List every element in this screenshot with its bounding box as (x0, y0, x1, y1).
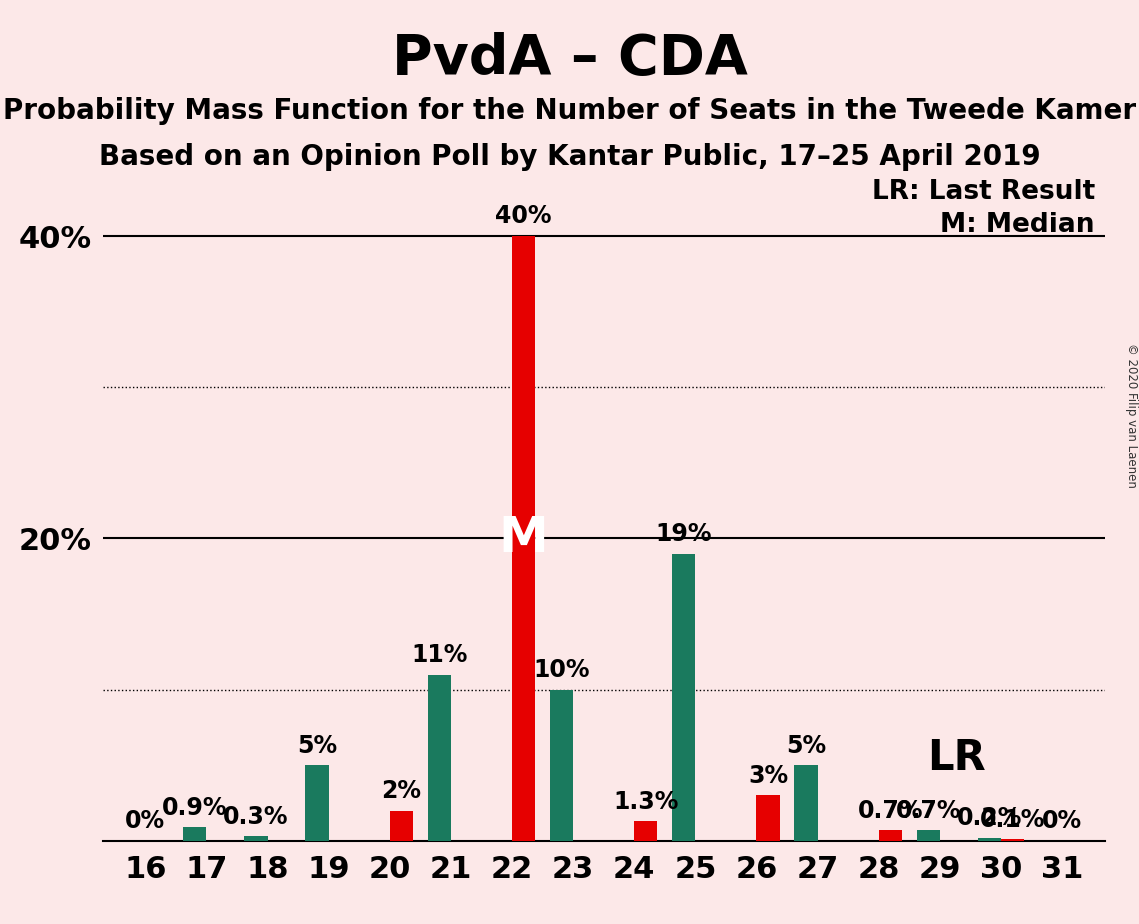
Text: 0.2%: 0.2% (957, 807, 1022, 831)
Bar (183, 827, 206, 841)
Bar (427, 675, 451, 841)
Text: 2%: 2% (382, 779, 421, 803)
Bar (794, 765, 818, 841)
Text: Based on an Opinion Poll by Kantar Public, 17–25 April 2019: Based on an Opinion Poll by Kantar Publi… (99, 143, 1040, 171)
Bar (390, 810, 413, 841)
Text: 3%: 3% (748, 764, 788, 788)
Bar (917, 831, 940, 841)
Bar (672, 553, 695, 841)
Bar (513, 236, 535, 841)
Text: 0.1%: 0.1% (980, 808, 1046, 832)
Text: 1.3%: 1.3% (613, 790, 679, 814)
Bar (977, 838, 1001, 841)
Text: 11%: 11% (411, 643, 467, 667)
Bar (550, 689, 573, 841)
Text: © 2020 Filip van Laenen: © 2020 Filip van Laenen (1124, 344, 1138, 488)
Text: 19%: 19% (655, 522, 712, 546)
Bar (305, 765, 329, 841)
Bar (634, 821, 657, 841)
Text: LR: Last Result: LR: Last Result (871, 179, 1095, 205)
Text: 5%: 5% (297, 734, 337, 758)
Text: PvdA – CDA: PvdA – CDA (392, 32, 747, 86)
Text: 0.7%: 0.7% (895, 798, 961, 822)
Text: 40%: 40% (495, 204, 552, 228)
Text: 0.9%: 0.9% (162, 796, 228, 820)
Bar (756, 796, 780, 841)
Text: 0.3%: 0.3% (223, 805, 288, 829)
Text: M: M (499, 515, 549, 563)
Text: 0.7%: 0.7% (858, 798, 923, 822)
Text: M: Median: M: Median (941, 213, 1095, 238)
Text: 0%: 0% (1042, 809, 1082, 833)
Bar (1001, 839, 1024, 841)
Text: 5%: 5% (786, 734, 826, 758)
Text: 0%: 0% (125, 809, 165, 833)
Bar (878, 831, 902, 841)
Text: LR: LR (927, 736, 985, 779)
Text: Probability Mass Function for the Number of Seats in the Tweede Kamer: Probability Mass Function for the Number… (3, 97, 1136, 125)
Text: 10%: 10% (533, 658, 590, 682)
Bar (244, 836, 268, 841)
